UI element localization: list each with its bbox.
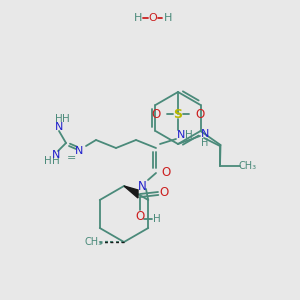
Text: H: H xyxy=(134,13,142,23)
Text: N: N xyxy=(177,130,185,140)
Text: N: N xyxy=(201,129,209,139)
Text: N: N xyxy=(138,179,146,193)
Text: H: H xyxy=(44,156,52,166)
Polygon shape xyxy=(124,186,138,198)
Text: =: = xyxy=(66,153,76,163)
Text: H: H xyxy=(185,130,193,140)
Text: O: O xyxy=(135,209,145,223)
Text: O: O xyxy=(161,167,171,179)
Text: N: N xyxy=(52,150,60,160)
Text: CH₃: CH₃ xyxy=(85,237,103,247)
Text: O: O xyxy=(195,107,205,121)
Text: CH₃: CH₃ xyxy=(239,161,257,171)
Text: O: O xyxy=(152,107,160,121)
Text: N: N xyxy=(75,146,83,156)
Text: H: H xyxy=(201,138,209,148)
Text: H: H xyxy=(55,114,63,124)
Text: S: S xyxy=(173,107,182,121)
Text: H: H xyxy=(153,214,161,224)
Text: O: O xyxy=(159,185,169,199)
Text: H: H xyxy=(62,114,70,124)
Text: H: H xyxy=(52,156,60,166)
Text: O: O xyxy=(148,13,158,23)
Text: N: N xyxy=(55,122,63,132)
Text: H: H xyxy=(164,13,172,23)
